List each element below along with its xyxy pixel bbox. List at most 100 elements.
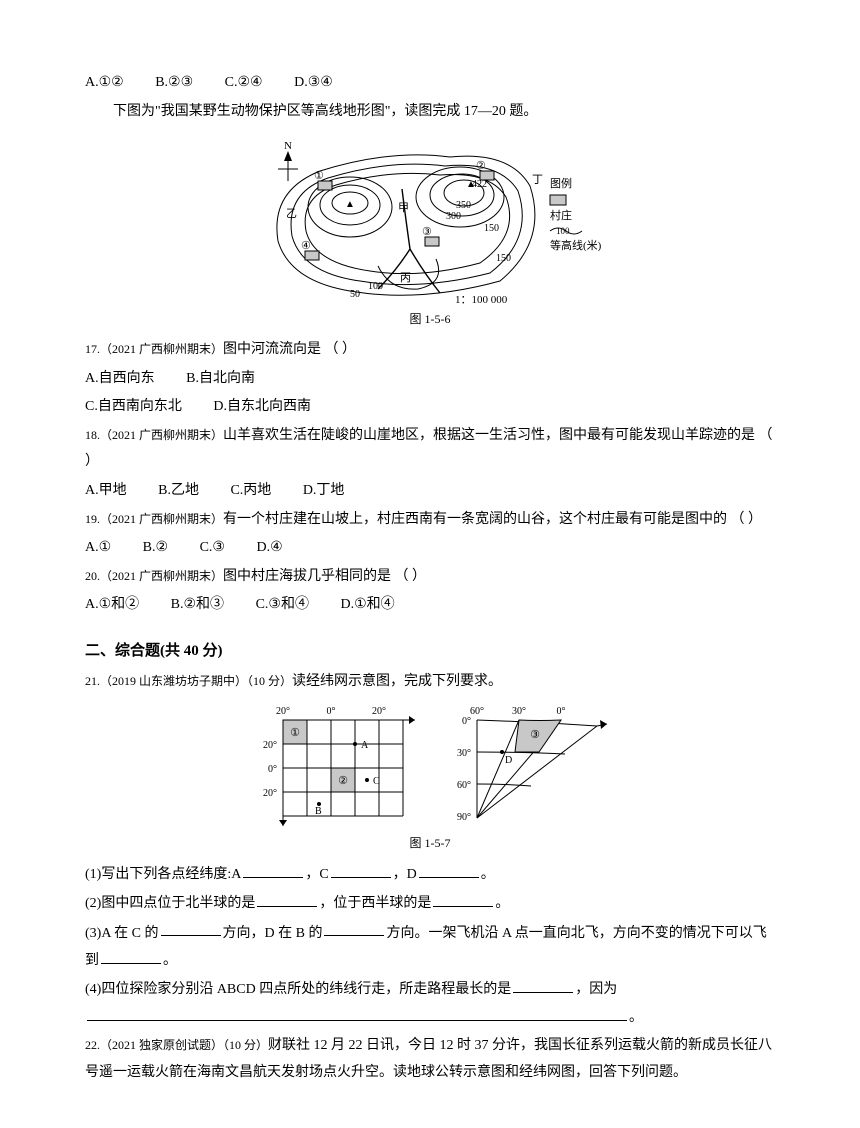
q18-b: B.乙地 (158, 478, 199, 505)
svg-text:③: ③ (422, 226, 432, 238)
option-b: B.②③ (155, 70, 193, 97)
blank-a[interactable] (243, 861, 303, 878)
svg-text:60°: 60° (470, 706, 484, 717)
svg-text:30°: 30° (512, 706, 526, 717)
grid-right-svg: 60° 30° 0° 0° 30° 60° 90° ③ D (447, 700, 617, 830)
blank-reason[interactable] (87, 1004, 627, 1021)
q19: 19.（2021 广西柳州期末）有一个村庄建在山坡上，村庄西南有一条宽阔的山谷，… (85, 507, 775, 534)
q19-text: 有一个村庄建在山坡上，村庄西南有一条宽阔的山谷，这个村庄最有可能是图中的 （ ） (223, 512, 762, 527)
svg-text:丁: 丁 (532, 174, 543, 186)
q19-source: 19.（2021 广西柳州期末） (85, 512, 223, 526)
svg-text:▲: ▲ (345, 199, 355, 210)
option-d: D.③④ (294, 70, 333, 97)
q18-options: A.甲地 B.乙地 C.丙地 D.丁地 (85, 478, 775, 505)
q20-c: C.③和④ (256, 592, 309, 619)
svg-text:20°: 20° (263, 788, 277, 799)
q19-d: D.④ (256, 535, 282, 562)
q20: 20.（2021 广西柳州期末）图中村庄海拔几乎相同的是 （ ） (85, 564, 775, 591)
svg-text:100: 100 (556, 226, 570, 236)
svg-text:村庄: 村庄 (550, 208, 572, 222)
q19-b: B.② (143, 535, 168, 562)
svg-text:90°: 90° (457, 812, 471, 823)
q20-a: A.①和② (85, 592, 139, 619)
svg-text:B: B (315, 806, 322, 817)
svg-text:C: C (373, 776, 380, 787)
blank-dir2[interactable] (324, 920, 384, 937)
svg-text:甲: 甲 (398, 202, 409, 214)
svg-text:丙: 丙 (400, 272, 411, 284)
q21-part3: (3)A 在 C 的方向，D 在 B 的方向。一架飞机沿 A 点一直向北飞，方向… (85, 920, 775, 975)
svg-text:①: ① (314, 170, 324, 182)
svg-text:60°: 60° (457, 780, 471, 791)
figure-1-5-6-caption: 图 1-5-6 (85, 308, 775, 331)
svg-text:150: 150 (484, 223, 499, 234)
svg-text:422: 422 (472, 179, 487, 190)
svg-text:350: 350 (456, 200, 471, 211)
q19-c: C.③ (200, 535, 225, 562)
svg-text:乙: 乙 (286, 207, 297, 220)
section-2-header: 二、综合题(共 40 分) (85, 637, 775, 666)
svg-text:N: N (284, 140, 292, 152)
blank-dir1[interactable] (161, 920, 221, 937)
q18-c: C.丙地 (230, 478, 271, 505)
svg-text:等高线(米): 等高线(米) (550, 238, 602, 252)
svg-text:A: A (361, 740, 369, 751)
q18-source: 18.（2021 广西柳州期末） (85, 428, 223, 442)
svg-text:20°: 20° (372, 706, 386, 717)
q20-d: D.①和④ (340, 592, 394, 619)
q17-d: D.自东北向西南 (213, 394, 311, 421)
q17-c: C.自西南向东北 (85, 394, 182, 421)
svg-text:0°: 0° (556, 706, 565, 717)
q22: 22.（2021 独家原创试题）（10 分）财联社 12 月 22 日讯，今日 … (85, 1033, 775, 1086)
svg-text:20°: 20° (263, 740, 277, 751)
svg-text:300: 300 (446, 211, 461, 222)
option-a: A.①② (85, 70, 124, 97)
svg-text:100: 100 (368, 281, 383, 292)
q17-20-intro: 下图为"我国某野生动物保护区等高线地形图"，读图完成 17—20 题。 (85, 99, 775, 126)
svg-text:50: 50 (350, 289, 360, 300)
svg-text:30°: 30° (457, 748, 471, 759)
q18-d: D.丁地 (303, 478, 345, 505)
figure-1-5-6: N ▲ ▲ 422 (85, 131, 775, 306)
q20-options: A.①和② B.②和③ C.③和④ D.①和④ (85, 592, 775, 619)
q19-options: A.① B.② C.③ D.④ (85, 535, 775, 562)
svg-text:1：100 000: 1：100 000 (455, 294, 508, 306)
blank-west[interactable] (433, 890, 493, 907)
q17-options-row1: A.自西向东 B.自北向南 (85, 366, 775, 393)
blank-north[interactable] (257, 890, 317, 907)
svg-text:D: D (505, 755, 512, 766)
q17-source: 17.（2021 广西柳州期末） (85, 342, 223, 356)
q21: 21.（2019 山东潍坊坊子期中）（10 分）读经纬网示意图，完成下列要求。 (85, 669, 775, 696)
blank-longest[interactable] (513, 976, 573, 993)
q-prev-options: A.①② B.②③ C.②④ D.③④ (85, 70, 775, 97)
svg-text:④: ④ (301, 240, 311, 252)
svg-text:0°: 0° (462, 716, 471, 727)
q22-source: 22.（2021 独家原创试题）（10 分） (85, 1038, 268, 1052)
svg-text:20°: 20° (276, 706, 290, 717)
q17-b: B.自北向南 (186, 366, 255, 393)
blank-d[interactable] (419, 861, 479, 878)
q21-text: 读经纬网示意图，完成下列要求。 (292, 674, 502, 689)
q17-options-row2: C.自西南向东北 D.自东北向西南 (85, 394, 775, 421)
q20-b: B.②和③ (171, 592, 224, 619)
q17-a: A.自西向东 (85, 366, 155, 393)
q17: 17.（2021 广西柳州期末）图中河流流向是 （ ） (85, 337, 775, 364)
q21-part4: (4)四位探险家分别沿 ABCD 四点所处的纬线行走，所走路程最长的是，因为。 (85, 976, 775, 1031)
q19-a: A.① (85, 535, 111, 562)
option-c: C.②④ (225, 70, 263, 97)
svg-text:②: ② (476, 160, 486, 172)
svg-text:②: ② (338, 775, 348, 787)
svg-text:①: ① (290, 727, 300, 739)
q20-text: 图中村庄海拔几乎相同的是 （ ） (223, 569, 426, 584)
contour-map-svg: N ▲ ▲ 422 (250, 131, 610, 306)
blank-c[interactable] (331, 861, 391, 878)
svg-text:150: 150 (496, 253, 511, 264)
q17-text: 图中河流流向是 （ ） (223, 342, 356, 357)
q18-a: A.甲地 (85, 478, 127, 505)
blank-dest[interactable] (101, 947, 161, 964)
svg-text:③: ③ (530, 729, 540, 741)
svg-text:0°: 0° (327, 706, 336, 717)
svg-text:0°: 0° (268, 764, 277, 775)
svg-text:图例: 图例 (550, 176, 572, 190)
q18: 18.（2021 广西柳州期末）山羊喜欢生活在陡峻的山崖地区，根据这一生活习性，… (85, 423, 775, 476)
